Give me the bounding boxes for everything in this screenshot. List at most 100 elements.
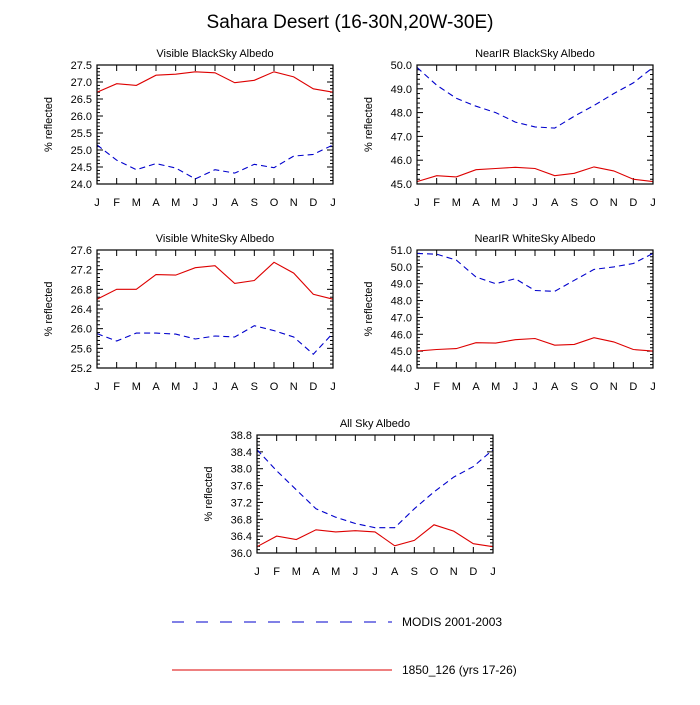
x-tick-label: O bbox=[590, 381, 599, 393]
y-tick-label: 26.8 bbox=[71, 284, 92, 296]
y-tick-label: 47.0 bbox=[391, 131, 412, 143]
x-tick-label: A bbox=[231, 381, 239, 393]
legend: MODIS 2001-2003 1850_126 (yrs 17-26) bbox=[172, 615, 517, 677]
y-tick-label: 27.5 bbox=[71, 60, 92, 72]
series-line-model bbox=[416, 166, 654, 183]
y-tick-label: 24.5 bbox=[71, 162, 92, 174]
x-tick-label: M bbox=[331, 566, 340, 578]
panel-title: NearIR WhiteSky Albedo bbox=[474, 233, 595, 245]
x-tick-label: O bbox=[270, 381, 279, 393]
y-tick-label: 47.0 bbox=[391, 312, 412, 324]
x-tick-label: M bbox=[171, 197, 180, 209]
y-tick-label: 49.0 bbox=[391, 279, 412, 291]
plot-frame bbox=[96, 64, 334, 185]
panel-title: All Sky Albedo bbox=[340, 418, 410, 430]
y-tick-label: 48.0 bbox=[391, 296, 412, 308]
x-tick-label: J bbox=[212, 381, 218, 393]
y-tick-label: 26.0 bbox=[71, 324, 92, 336]
x-tick-label: J bbox=[414, 197, 420, 209]
y-tick-label: 27.2 bbox=[71, 265, 92, 277]
x-tick-label: F bbox=[273, 566, 280, 578]
y-tick-label: 50.0 bbox=[391, 262, 412, 274]
x-tick-label: A bbox=[472, 381, 480, 393]
y-axis-label: % reflected bbox=[43, 97, 55, 152]
x-tick-label: S bbox=[411, 566, 418, 578]
y-tick-label: 25.5 bbox=[71, 128, 92, 140]
x-tick-label: J bbox=[650, 381, 656, 393]
x-tick-label: A bbox=[472, 197, 480, 209]
y-tick-label: 36.8 bbox=[231, 514, 252, 526]
y-tick-label: 36.4 bbox=[231, 531, 252, 543]
x-tick-label: J bbox=[414, 381, 420, 393]
x-tick-label: D bbox=[629, 381, 637, 393]
x-tick-label: J bbox=[372, 566, 378, 578]
panel-title: Visible BlackSky Albedo bbox=[156, 48, 273, 60]
plot-frame bbox=[256, 434, 494, 554]
x-tick-label: N bbox=[610, 381, 618, 393]
x-tick-label: J bbox=[193, 381, 199, 393]
series-line-modis bbox=[416, 252, 654, 292]
x-tick-label: A bbox=[312, 566, 320, 578]
panel-4: NearIR WhiteSky Albedo % reflected 44.0 45.… bbox=[363, 233, 656, 393]
x-tick-label: M bbox=[491, 197, 500, 209]
x-tick-label: J bbox=[513, 381, 519, 393]
x-tick-label: N bbox=[610, 197, 618, 209]
panel-5: All Sky Albedo % reflected 36.0 36.4 36.8 37.… bbox=[203, 418, 496, 578]
panel-3: Visible WhiteSky Albedo % reflected 25.2 25… bbox=[43, 233, 336, 393]
y-tick-label: 25.2 bbox=[71, 363, 92, 375]
y-axis-label: % reflected bbox=[363, 97, 375, 152]
x-tick-label: J bbox=[94, 381, 100, 393]
y-tick-label: 36.0 bbox=[231, 548, 252, 560]
panel-title: Visible WhiteSky Albedo bbox=[156, 233, 274, 245]
x-tick-label: N bbox=[290, 197, 298, 209]
series-line-model bbox=[256, 524, 494, 548]
y-tick-label: 38.0 bbox=[231, 464, 252, 476]
x-tick-label: D bbox=[629, 197, 637, 209]
x-tick-label: F bbox=[113, 381, 120, 393]
y-axis-label: % reflected bbox=[363, 281, 375, 336]
x-tick-label: O bbox=[270, 197, 279, 209]
x-tick-label: N bbox=[450, 566, 458, 578]
x-tick-label: J bbox=[353, 566, 359, 578]
x-tick-label: A bbox=[152, 381, 160, 393]
series-line-modis bbox=[416, 66, 654, 129]
x-tick-label: M bbox=[452, 197, 461, 209]
series-line-model bbox=[96, 71, 334, 93]
x-tick-label: J bbox=[193, 197, 199, 209]
panel-1: Visible BlackSky Albedo % reflected 24.0 24… bbox=[43, 48, 336, 209]
series-line-modis bbox=[256, 449, 494, 529]
x-tick-label: J bbox=[532, 381, 538, 393]
x-tick-label: A bbox=[551, 197, 559, 209]
panel-title: NearIR BlackSky Albedo bbox=[475, 48, 595, 60]
x-tick-label: J bbox=[650, 197, 656, 209]
x-tick-label: S bbox=[571, 381, 578, 393]
x-tick-label: D bbox=[309, 381, 317, 393]
x-tick-label: O bbox=[590, 197, 599, 209]
x-tick-label: S bbox=[251, 381, 258, 393]
series-line-modis bbox=[96, 144, 334, 180]
y-tick-label: 46.0 bbox=[391, 329, 412, 341]
y-tick-label: 50.0 bbox=[391, 60, 412, 72]
y-tick-label: 44.0 bbox=[391, 363, 412, 375]
plot-frame bbox=[96, 249, 334, 369]
x-tick-label: F bbox=[433, 197, 440, 209]
x-tick-label: F bbox=[113, 197, 120, 209]
x-tick-label: J bbox=[212, 197, 218, 209]
y-axis-label: % reflected bbox=[43, 281, 55, 336]
y-tick-label: 48.0 bbox=[391, 108, 412, 120]
x-tick-label: N bbox=[290, 381, 298, 393]
x-tick-label: A bbox=[152, 197, 160, 209]
x-tick-label: M bbox=[491, 381, 500, 393]
legend-label: 1850_126 (yrs 17-26) bbox=[402, 663, 517, 677]
page-title: Sahara Desert (16-30N,20W-30E) bbox=[206, 12, 494, 33]
x-tick-label: M bbox=[292, 566, 301, 578]
x-tick-label: J bbox=[532, 197, 538, 209]
x-tick-label: M bbox=[132, 197, 141, 209]
x-tick-label: J bbox=[330, 197, 336, 209]
plot-frame bbox=[416, 64, 654, 185]
x-tick-label: M bbox=[171, 381, 180, 393]
y-tick-label: 27.0 bbox=[71, 77, 92, 89]
x-tick-label: D bbox=[469, 566, 477, 578]
y-tick-label: 26.5 bbox=[71, 94, 92, 106]
